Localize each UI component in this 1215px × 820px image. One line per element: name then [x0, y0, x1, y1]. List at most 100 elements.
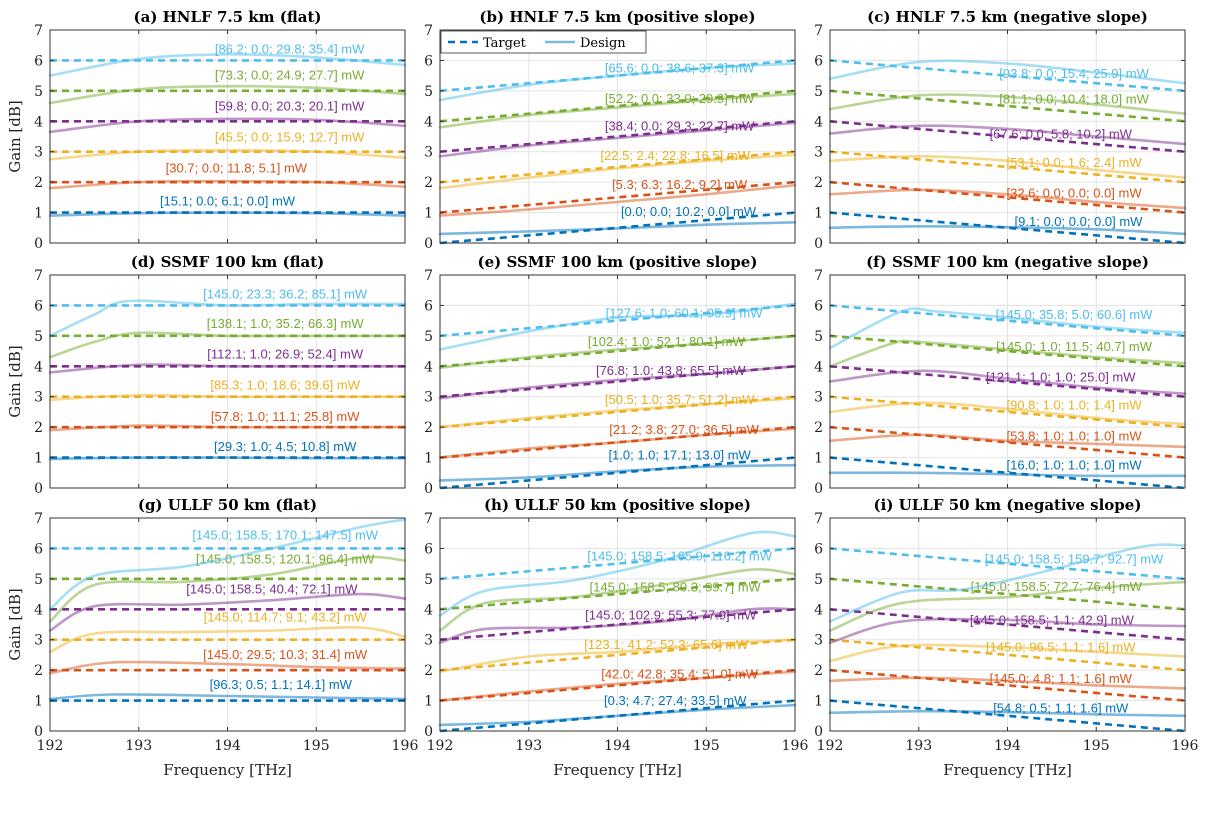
pump-power-label: [112.1; 1.0; 26.9; 52.4] mW — [207, 346, 364, 361]
design-line — [48, 299, 407, 338]
pump-power-label: [102.4; 1.0; 52.1; 80.1] mW — [588, 334, 746, 349]
y-tick-label: 6 — [814, 541, 823, 557]
y-tick-label: 0 — [814, 236, 823, 252]
pump-power-label: [73.3; 0.0; 24.9; 27.7] mW — [215, 67, 365, 82]
design-line — [48, 179, 407, 190]
design-line — [438, 607, 797, 645]
design-line — [828, 617, 1187, 645]
design-line — [438, 121, 797, 158]
pump-power-label: [9.1; 0.0; 0.0; 0.0] mW — [1015, 214, 1144, 229]
design-line — [828, 93, 1187, 115]
design-line — [438, 365, 797, 400]
pump-power-label: [22.5; 2.4; 22.8; 16.5] mW — [600, 148, 750, 163]
design-line — [48, 117, 407, 134]
y-tick-label: 6 — [814, 298, 823, 314]
pump-power-label: [5.3; 6.3; 16.2; 9.2] mW — [612, 177, 748, 192]
design-line — [828, 224, 1187, 236]
y-tick-label: 6 — [34, 298, 43, 314]
pump-power-label: [145.0; 35.8; 5.0; 60.6] mW — [996, 307, 1154, 322]
design-line — [828, 401, 1187, 426]
y-tick-label: 1 — [424, 694, 433, 710]
y-axis-label: Gain [dB] — [6, 588, 24, 660]
design-line — [438, 221, 797, 236]
design-line — [828, 154, 1187, 179]
y-tick-label: 6 — [814, 53, 823, 69]
panel-title: (f) SSMF 100 km (negative slope) — [866, 253, 1149, 271]
y-tick-label: 5 — [34, 572, 43, 588]
y-tick-label: 4 — [34, 114, 43, 130]
panel-g: (g) ULLF 50 km (flat) [96.3; 0.5; 1.1; 14… — [6, 496, 418, 779]
pump-power-label: [30.7; 0.0; 11.8; 5.1] mW — [166, 160, 308, 175]
pump-power-label: [145.0; 158.5; 165.9; 116.2] mW — [587, 549, 772, 564]
x-tick-label: 192 — [427, 738, 454, 754]
pump-power-label: [145.0; 4.8; 1.1; 1.6] mW — [990, 671, 1133, 686]
x-tick-label: 195 — [303, 738, 330, 754]
design-line — [48, 555, 407, 623]
y-tick-label: 1 — [814, 694, 823, 710]
pump-power-label: [85.3; 1.0; 18.6; 39.6] mW — [210, 377, 360, 392]
y-tick-label: 4 — [814, 602, 823, 618]
design-line — [828, 59, 1187, 85]
design-line — [48, 626, 407, 654]
y-tick-label: 4 — [814, 359, 823, 375]
x-axis-label: Frequency [THz] — [553, 761, 682, 779]
design-line — [828, 471, 1187, 478]
y-tick-label: 2 — [424, 420, 433, 436]
panel-title: (b) HNLF 7.5 km (positive slope) — [479, 8, 755, 26]
pump-power-label: [52.2; 0.0; 33.9; 29.9] mW — [605, 91, 755, 106]
design-line — [438, 62, 797, 102]
pump-power-label: [145.0; 1.0; 11.5; 40.7] mW — [996, 339, 1153, 354]
y-tick-label: 6 — [34, 53, 43, 69]
design-line — [48, 592, 407, 632]
design-line — [48, 518, 407, 611]
panel-title: (i) ULLF 50 km (negative slope) — [874, 496, 1142, 514]
pump-power-label: [67.6; 0.0; 5.8; 10.2] mW — [990, 126, 1133, 141]
panel-title: (g) ULLF 50 km (flat) — [138, 496, 317, 514]
panel-title: (a) HNLF 7.5 km (flat) — [134, 8, 322, 26]
design-line — [828, 543, 1187, 623]
design-line — [438, 530, 797, 617]
design-line — [438, 396, 797, 429]
design-line — [48, 693, 407, 701]
pump-power-label: [145.0; 158.5; 40.4; 72.1] mW — [186, 581, 358, 596]
pump-power-label: [96.3; 0.5; 1.1; 14.1] mW — [210, 677, 353, 692]
design-line — [48, 331, 407, 359]
panel-f: (f) SSMF 100 km (negative slope) [16.0; 1… — [814, 253, 1187, 497]
pump-power-label: [65.6; 0.0; 38.6; 37.3] mW — [605, 61, 755, 76]
design-line — [828, 369, 1187, 395]
pump-power-label: [32.6; 0.0; 0.0; 0.0] mW — [1007, 186, 1143, 201]
y-tick-label: 5 — [34, 84, 43, 100]
design-line — [828, 433, 1187, 449]
pump-power-label: [54.8; 0.5; 1.1; 1.6] mW — [993, 701, 1129, 716]
pump-power-label: [50.5; 1.0; 35.7; 51.2] mW — [605, 392, 755, 407]
y-tick-label: 1 — [34, 694, 43, 710]
y-tick-label: 3 — [814, 390, 823, 406]
design-line — [438, 703, 797, 727]
y-tick-label: 5 — [814, 329, 823, 345]
y-tick-label: 0 — [34, 481, 43, 497]
x-tick-label: 194 — [604, 738, 631, 754]
pump-power-label: [21.2; 3.8; 27.0; 36.5] mW — [609, 422, 759, 437]
y-tick-label: 7 — [34, 268, 43, 284]
x-tick-label: 195 — [1083, 738, 1110, 754]
panel-b: (b) HNLF 7.5 km (positive slope) [0.0; 0.… — [424, 8, 797, 252]
y-tick-label: 0 — [424, 236, 433, 252]
design-line — [438, 568, 797, 632]
y-tick-label: 5 — [424, 84, 433, 100]
design-line — [438, 92, 797, 129]
pump-power-label: [121.1; 1.0; 1.0; 25.0] mW — [986, 370, 1136, 385]
design-line — [438, 427, 797, 459]
y-tick-label: 3 — [424, 633, 433, 649]
y-tick-label: 2 — [34, 663, 43, 679]
pump-power-label: [127.6; 1.0; 60.1; 95.9] mW — [606, 306, 764, 321]
x-tick-label: 193 — [515, 738, 542, 754]
panel-e: (e) SSMF 100 km (positive slope) [1.0; 1.… — [424, 253, 797, 497]
design-line — [48, 148, 407, 161]
pump-power-label: [29.3; 1.0; 4.5; 10.8] mW — [214, 439, 357, 454]
y-tick-label: 5 — [814, 84, 823, 100]
y-tick-label: 3 — [34, 633, 43, 649]
legend: Target Design — [440, 30, 647, 54]
pump-power-label: [90.8; 1.0; 1.0; 1.4] mW — [1007, 397, 1143, 412]
x-axis-label: Frequency [THz] — [943, 761, 1072, 779]
